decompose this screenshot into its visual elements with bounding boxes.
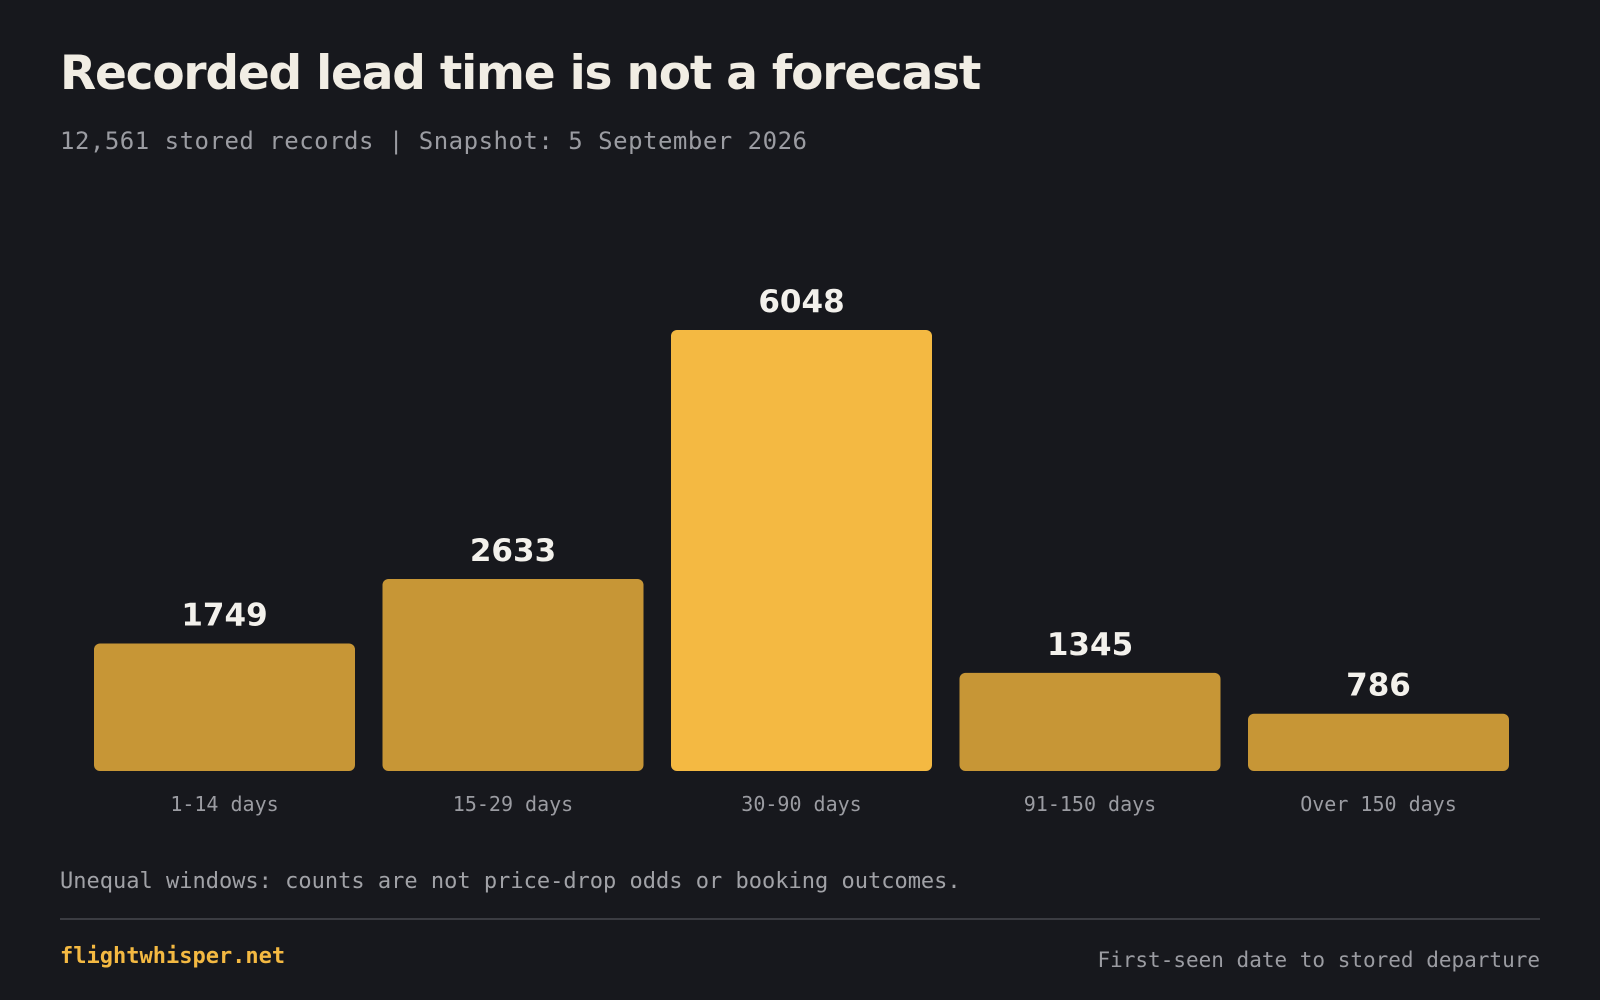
bar-4	[1248, 713, 1509, 771]
bar-chart: 1749 1-14 days 2633 15-29 days 6048 30-90 day…	[94, 284, 1509, 816]
bar-value-label-0: 1749	[181, 597, 267, 633]
category-label-4: Over 150 days	[1300, 792, 1457, 816]
method-footnote: First-seen date to stored departure	[1097, 948, 1540, 972]
bar-2	[671, 330, 932, 771]
bar-value-label-3: 1345	[1047, 627, 1133, 663]
category-label-2: 30-90 days	[741, 792, 861, 816]
footer-divider	[60, 918, 1540, 920]
caveat-note: Unequal windows: counts are not price-dr…	[60, 869, 961, 894]
chart-subtitle: 12,561 stored records | Snapshot: 5 Sept…	[60, 127, 808, 155]
bar-value-label-1: 2633	[470, 533, 556, 569]
brand-link[interactable]: flightwhisper.net	[60, 944, 286, 969]
bar-0	[94, 643, 355, 771]
bar-1	[382, 579, 644, 771]
chart-title: Recorded lead time is not a forecast	[60, 46, 981, 101]
category-label-1: 15-29 days	[453, 792, 573, 816]
bar-value-label-2: 6048	[758, 284, 844, 320]
bar-3	[959, 672, 1221, 771]
bar-value-label-4: 786	[1346, 668, 1411, 704]
category-label-3: 91-150 days	[1024, 792, 1156, 816]
category-label-0: 1-14 days	[170, 792, 278, 816]
